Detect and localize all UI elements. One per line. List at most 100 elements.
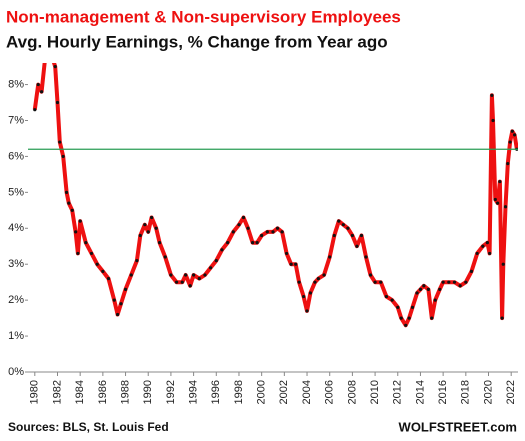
x-tick-label: 1986 <box>97 380 109 404</box>
y-tick-label: 3% <box>8 258 24 270</box>
data-point <box>180 280 184 284</box>
x-tick-label: 2012 <box>392 380 404 404</box>
data-point <box>53 64 57 69</box>
chart-title: Non-management & Non-supervisory Employe… <box>6 7 401 26</box>
data-point <box>285 251 289 256</box>
x-tick-label: 2014 <box>414 380 426 404</box>
x-tick-label: 1982 <box>51 380 63 404</box>
data-point <box>399 316 403 320</box>
data-point <box>488 251 492 256</box>
x-tick-label: 2004 <box>301 380 313 404</box>
data-point <box>359 233 364 238</box>
data-point <box>355 244 359 248</box>
x-tick-label: 2016 <box>437 380 449 404</box>
data-point <box>328 255 332 259</box>
x-tick-label: 2010 <box>369 380 381 404</box>
data-point <box>332 233 336 238</box>
x-tick-label: 2002 <box>278 380 290 404</box>
data-point <box>373 280 377 284</box>
data-point <box>74 230 78 234</box>
data-point <box>500 316 504 320</box>
data-point <box>255 241 259 245</box>
x-tick-label: 1998 <box>233 380 245 404</box>
data-point <box>271 230 275 234</box>
data-point <box>78 219 82 223</box>
x-tick-label: 1992 <box>165 380 177 404</box>
data-point <box>116 312 120 317</box>
data-point <box>237 223 241 227</box>
data-point <box>55 100 60 105</box>
data-point <box>123 287 128 291</box>
data-point <box>410 305 415 309</box>
data-point <box>50 54 53 57</box>
data-point <box>169 273 173 277</box>
data-point <box>58 140 62 144</box>
data-point <box>250 241 255 245</box>
x-tick-label: 2006 <box>324 380 336 404</box>
data-point <box>163 255 167 259</box>
data-point <box>322 273 326 277</box>
data-point <box>289 262 293 266</box>
data-point <box>61 154 65 159</box>
data-point <box>407 316 411 320</box>
data-point <box>33 108 37 112</box>
data-point <box>246 226 250 230</box>
source: Sources: BLS, St. Louis Fed <box>8 420 169 434</box>
data-point <box>231 230 235 234</box>
data-line <box>32 63 518 328</box>
data-point <box>422 284 426 288</box>
data-point <box>464 280 468 284</box>
y-tick-label: 2% <box>8 294 24 306</box>
data-point <box>305 309 309 313</box>
data-point <box>192 273 196 277</box>
data-point <box>364 255 368 259</box>
data-point <box>76 251 80 256</box>
data-point <box>106 276 111 281</box>
data-point <box>481 244 485 248</box>
data-point <box>260 233 264 238</box>
data-point <box>101 269 105 273</box>
data-point <box>67 201 71 205</box>
data-point <box>64 190 69 194</box>
y-tick-label: 5% <box>8 186 24 198</box>
data-point <box>438 287 442 291</box>
data-point <box>265 230 269 234</box>
x-tick-label: 1980 <box>29 380 41 404</box>
data-point <box>337 219 341 223</box>
data-point <box>188 284 192 288</box>
data-point <box>433 298 437 302</box>
data-point <box>70 208 74 212</box>
data-point <box>40 90 44 94</box>
data-point <box>174 280 179 284</box>
data-point <box>341 223 345 227</box>
data-point <box>214 259 218 263</box>
x-tick-label: 2022 <box>505 380 517 404</box>
y-tick-label: 4% <box>8 222 24 234</box>
data-point <box>143 223 147 227</box>
data-point <box>316 276 320 281</box>
data-point <box>508 140 512 144</box>
data-point <box>297 280 301 284</box>
data-point <box>346 226 350 230</box>
data-point <box>510 129 514 133</box>
data-point <box>308 291 313 295</box>
data-point <box>203 273 207 277</box>
data-point <box>404 323 408 327</box>
data-point <box>119 302 123 306</box>
x-tick-label: 1996 <box>210 380 222 404</box>
data-point <box>36 82 40 87</box>
data-point <box>475 251 479 256</box>
credit: WOLFSTREET.com <box>399 419 517 434</box>
data-point <box>150 215 154 220</box>
data-point <box>458 284 462 288</box>
plot-area <box>32 54 518 328</box>
data-point <box>154 226 158 230</box>
chart-subtitle: Avg. Hourly Earnings, % Change from Year… <box>6 32 388 51</box>
data-point <box>469 269 474 273</box>
data-point <box>491 118 495 123</box>
data-point <box>294 262 298 266</box>
x-tick-label: 2008 <box>346 380 358 404</box>
data-point <box>430 316 434 320</box>
data-point <box>495 201 500 205</box>
data-point <box>275 226 280 230</box>
